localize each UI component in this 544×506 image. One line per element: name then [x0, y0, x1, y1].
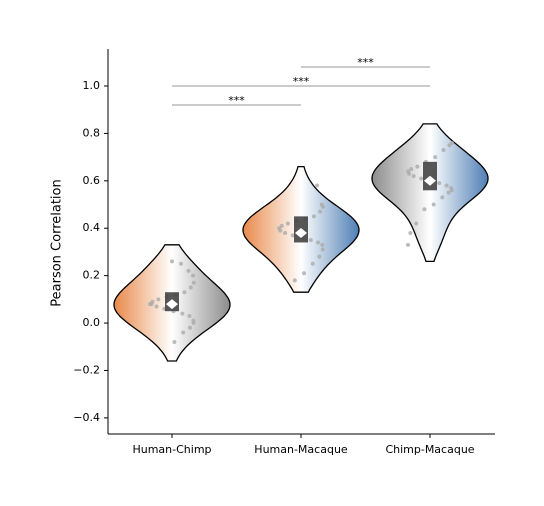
- y-tick-label: 0.0: [83, 316, 101, 329]
- data-point: [290, 233, 295, 238]
- data-point: [449, 140, 454, 145]
- data-point: [411, 174, 416, 179]
- data-point: [431, 202, 436, 207]
- data-point: [186, 268, 191, 273]
- data-point: [318, 209, 323, 214]
- median-marker: [424, 175, 436, 186]
- data-point: [320, 204, 325, 209]
- y-tick-label: −0.2: [73, 363, 100, 376]
- significance-label: ***: [228, 94, 245, 107]
- violin: [371, 123, 489, 263]
- data-point: [315, 183, 320, 188]
- data-point: [283, 230, 288, 235]
- data-point: [292, 278, 297, 283]
- data-point: [285, 221, 290, 226]
- y-tick-label: 1.0: [83, 79, 101, 92]
- data-point: [320, 242, 325, 247]
- significance-label: ***: [293, 75, 310, 88]
- data-point: [317, 254, 322, 259]
- data-point: [149, 302, 154, 307]
- data-point: [415, 164, 420, 169]
- data-point: [422, 207, 427, 212]
- y-tick-label: 0.8: [83, 126, 101, 139]
- data-point: [407, 171, 412, 176]
- x-tick-label: Human-Chimp: [132, 443, 211, 456]
- data-point: [302, 271, 307, 276]
- data-point: [180, 311, 185, 316]
- data-point: [181, 330, 186, 335]
- data-point: [408, 230, 413, 235]
- data-point: [320, 247, 325, 252]
- x-tick-label: Chimp-Macaque: [385, 443, 474, 456]
- y-tick-label: 0.4: [83, 221, 101, 234]
- data-point: [308, 238, 313, 243]
- data-point: [191, 273, 196, 278]
- data-point: [419, 176, 424, 181]
- data-point: [279, 223, 284, 228]
- data-point: [311, 214, 316, 219]
- data-point: [154, 304, 159, 309]
- data-point: [444, 183, 449, 188]
- data-point: [191, 280, 196, 285]
- y-tick-label: −0.4: [73, 411, 100, 424]
- data-point: [156, 297, 161, 302]
- data-point: [447, 143, 452, 148]
- data-point: [446, 190, 451, 195]
- data-point: [437, 181, 442, 186]
- data-point: [187, 325, 192, 330]
- data-point: [179, 261, 184, 266]
- data-point: [409, 166, 414, 171]
- data-point: [278, 228, 283, 233]
- data-point: [170, 259, 174, 264]
- median-marker: [166, 299, 178, 310]
- data-point: [172, 340, 177, 345]
- x-tick-label: Human-Macaque: [254, 443, 348, 456]
- data-point: [182, 290, 187, 295]
- data-point: [310, 261, 315, 266]
- data-point: [414, 221, 419, 226]
- data-point: [433, 155, 438, 160]
- significance-label: ***: [357, 56, 374, 69]
- data-point: [187, 313, 192, 318]
- data-point: [406, 242, 411, 247]
- y-axis-label: Pearson Correlation: [50, 179, 65, 306]
- data-point: [188, 285, 193, 290]
- y-tick-label: 0.6: [83, 174, 101, 187]
- median-marker: [295, 227, 307, 238]
- data-point: [449, 188, 454, 193]
- data-point: [441, 147, 446, 152]
- data-point: [440, 195, 445, 200]
- data-point: [316, 240, 321, 245]
- y-tick-label: 0.2: [83, 269, 101, 282]
- data-point: [191, 321, 196, 326]
